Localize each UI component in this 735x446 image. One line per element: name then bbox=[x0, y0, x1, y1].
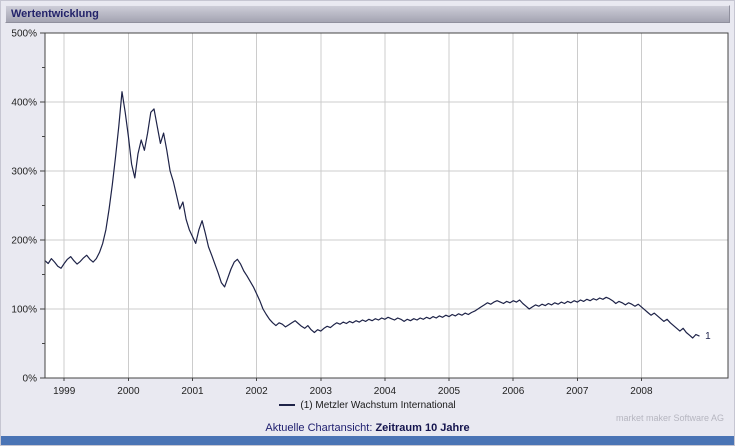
caption-prefix: Aktuelle Chartansicht: bbox=[265, 422, 376, 434]
vendor-credit: market maker Software AG bbox=[615, 413, 724, 423]
svg-text:100%: 100% bbox=[11, 305, 37, 316]
legend-series-label: (1) Metzler Wachstum International bbox=[300, 400, 456, 411]
window-title-bar: Wertentwicklung bbox=[5, 5, 730, 23]
svg-text:2007: 2007 bbox=[566, 386, 589, 397]
chart-view-caption: Aktuelle Chartansicht: Zeitraum 10 Jahre bbox=[1, 422, 734, 434]
svg-text:500%: 500% bbox=[11, 29, 37, 40]
bottom-bar bbox=[1, 436, 734, 445]
svg-text:2008: 2008 bbox=[630, 386, 653, 397]
caption-period: Zeitraum 10 Jahre bbox=[375, 422, 470, 434]
svg-text:2006: 2006 bbox=[502, 386, 525, 397]
svg-text:1999: 1999 bbox=[53, 386, 76, 397]
svg-text:0%: 0% bbox=[23, 374, 38, 385]
series-line-icon bbox=[279, 404, 296, 407]
window-title: Wertentwicklung bbox=[11, 8, 99, 20]
svg-text:300%: 300% bbox=[11, 167, 37, 178]
svg-text:2000: 2000 bbox=[117, 386, 140, 397]
svg-text:2005: 2005 bbox=[438, 386, 461, 397]
svg-text:400%: 400% bbox=[11, 98, 37, 109]
svg-text:2001: 2001 bbox=[181, 386, 204, 397]
performance-line-chart: 0% 100% 200% 300% 400% 500% 1999 2000 2001 2002 20… bbox=[11, 29, 729, 397]
svg-text:2003: 2003 bbox=[310, 386, 333, 397]
svg-text:1: 1 bbox=[705, 331, 711, 342]
svg-text:2002: 2002 bbox=[245, 386, 268, 397]
chart-legend: (1) Metzler Wachstum International bbox=[1, 400, 734, 411]
svg-text:2004: 2004 bbox=[374, 386, 397, 397]
svg-text:200%: 200% bbox=[11, 236, 37, 247]
